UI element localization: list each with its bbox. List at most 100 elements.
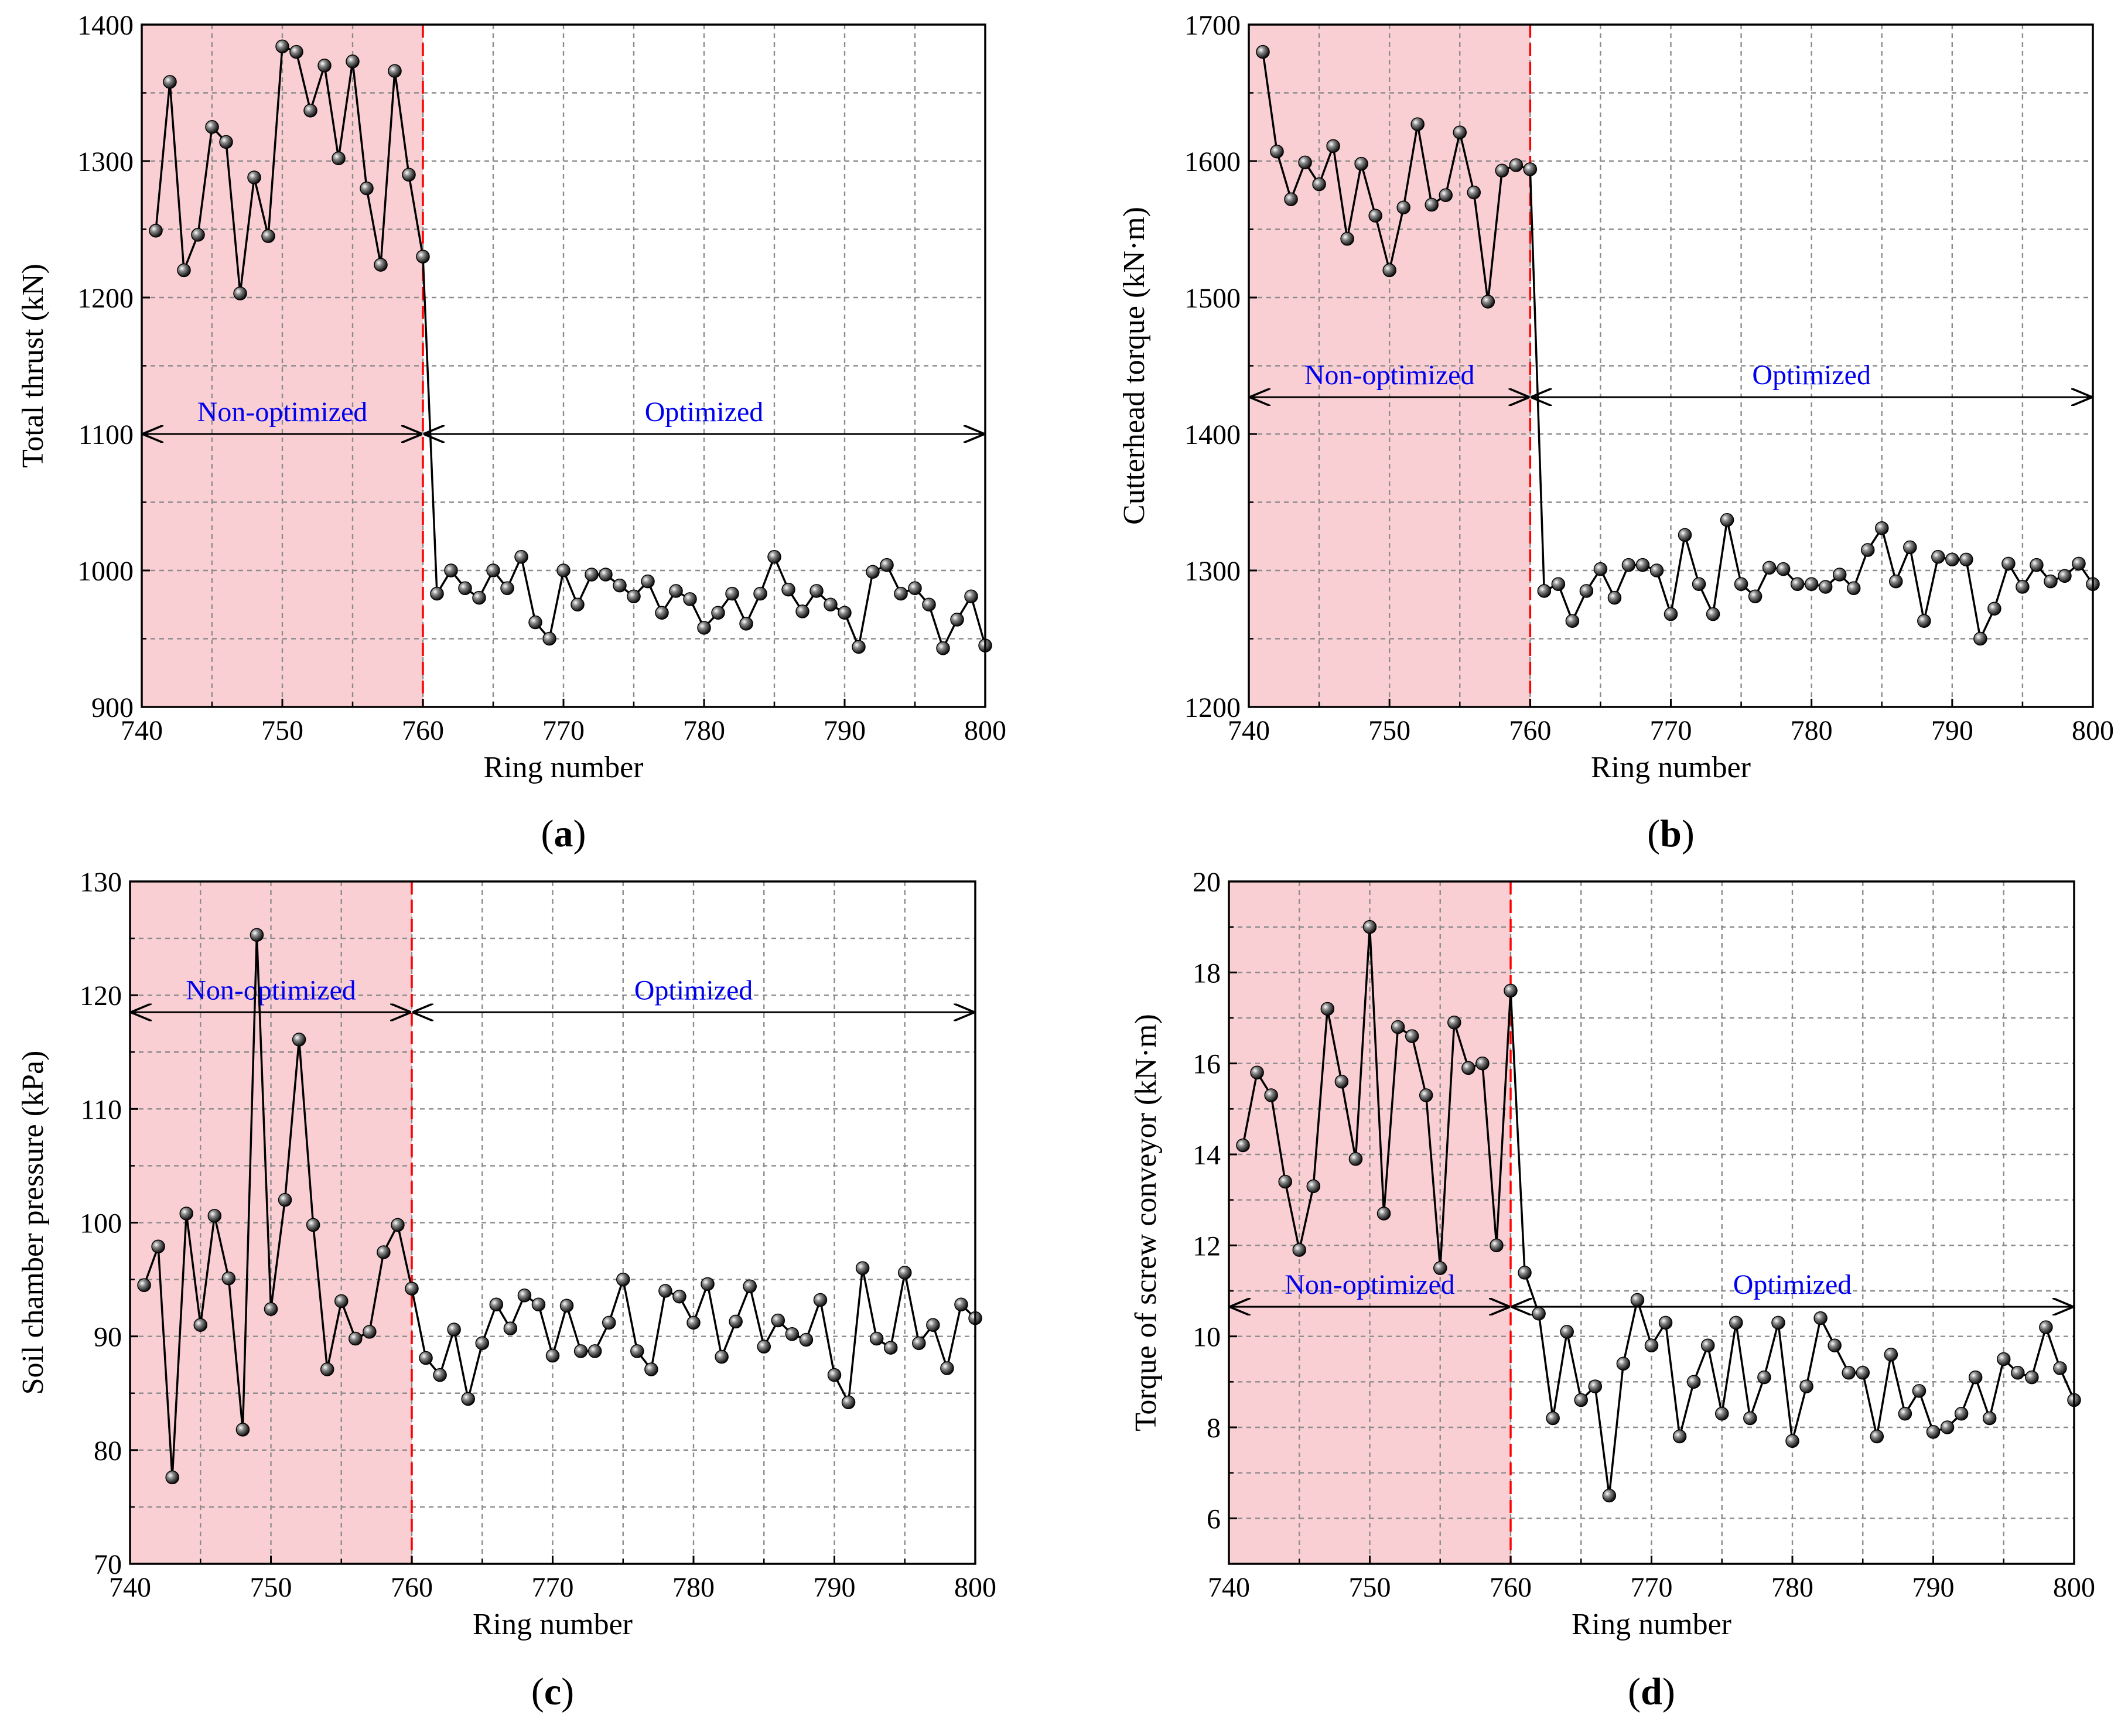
data-point (2030, 558, 2044, 572)
y-tick-label: 130 (80, 867, 122, 898)
data-point (556, 563, 571, 577)
data-point (729, 1314, 743, 1329)
data-point (686, 1315, 701, 1330)
data-point (1509, 158, 1524, 172)
data-point (898, 1266, 912, 1280)
data-point (1700, 1338, 1715, 1352)
y-tick-label: 1300 (1184, 556, 1241, 587)
data-point (1523, 162, 1538, 176)
data-point (627, 589, 641, 604)
data-point (1973, 631, 1987, 646)
optimized-label: Optimized (1733, 1269, 1852, 1300)
data-point (1771, 1315, 1785, 1330)
data-point (278, 1192, 292, 1207)
data-point (1396, 200, 1410, 214)
data-point (616, 1272, 630, 1287)
data-point (757, 1339, 771, 1354)
data-point (1912, 1384, 1927, 1398)
data-point (517, 1289, 532, 1303)
x-tick-label: 780 (1791, 715, 1833, 746)
data-point (1982, 1411, 1997, 1426)
data-point (1551, 577, 1566, 592)
data-point (753, 586, 767, 601)
data-point (869, 1331, 884, 1346)
grid (1229, 881, 2074, 1564)
data-point (430, 586, 444, 601)
data-point (1292, 1243, 1306, 1257)
data-point (602, 1315, 616, 1330)
data-point (377, 1245, 391, 1259)
y-tick-label: 1300 (77, 146, 134, 177)
data-point (1856, 1366, 1870, 1380)
data-point (1368, 209, 1382, 223)
data-point (1644, 1338, 1659, 1352)
data-point (1565, 614, 1580, 628)
data-point (1574, 1393, 1588, 1407)
data-point (1481, 295, 1495, 309)
data-point (1340, 232, 1354, 246)
x-tick-label: 740 (1228, 715, 1270, 746)
data-point (715, 1349, 729, 1364)
data-point (630, 1344, 644, 1358)
data-point (926, 1318, 940, 1332)
data-point (587, 1344, 602, 1358)
data-point (655, 606, 669, 620)
data-point (1870, 1429, 1884, 1444)
data-point (1453, 125, 1467, 139)
data-point (894, 586, 908, 601)
data-point (1334, 1074, 1349, 1089)
data-point (402, 168, 416, 182)
data-point (503, 1321, 518, 1335)
data-point (1419, 1088, 1433, 1102)
panel-caption: (c) (531, 1670, 574, 1713)
data-point (809, 584, 824, 598)
data-point (2053, 1361, 2067, 1375)
data-point (2039, 1320, 2053, 1334)
data-point (1898, 1406, 1912, 1421)
y-axis-title: Soil chamber pressure (kPa) (16, 1051, 50, 1395)
data-point (514, 549, 528, 564)
y-tick-label: 6 (1207, 1503, 1221, 1535)
data-point (771, 1313, 785, 1328)
data-point (1678, 528, 1692, 542)
data-point (1954, 1406, 1969, 1421)
data-point (163, 75, 177, 89)
data-point (193, 1318, 207, 1332)
x-tick-label: 760 (1509, 715, 1551, 746)
optimized-label: Optimized (634, 975, 753, 1006)
data-point (1410, 117, 1425, 131)
y-tick-label: 90 (94, 1322, 122, 1353)
caption-paren-open: ( (1647, 812, 1660, 855)
data-point (1649, 563, 1664, 577)
data-point (1391, 1020, 1405, 1034)
data-point (697, 621, 711, 635)
y-tick-label: 1600 (1184, 146, 1241, 177)
data-point (489, 1297, 504, 1312)
data-point (573, 1344, 588, 1358)
data-point (1729, 1315, 1743, 1330)
data-point (672, 1289, 686, 1304)
data-point (1884, 1347, 1898, 1362)
data-point (1467, 185, 1481, 200)
data-point (289, 45, 303, 59)
data-point (2058, 569, 2072, 583)
data-point (1250, 1065, 1264, 1079)
y-tick-label: 80 (94, 1436, 122, 1467)
data-point (880, 558, 894, 572)
optimized-label: Optimized (645, 397, 764, 428)
data-point (486, 563, 500, 577)
data-point (275, 39, 289, 54)
data-point (1490, 1238, 1504, 1253)
data-point (1686, 1375, 1701, 1389)
data-point (545, 1348, 560, 1363)
data-point (1518, 1266, 1532, 1280)
data-point (1504, 983, 1518, 998)
data-point (1326, 139, 1340, 153)
data-point (1278, 1174, 1292, 1189)
x-tick-label: 760 (1490, 1572, 1532, 1603)
x-tick-label: 750 (1368, 715, 1410, 746)
x-tick-label: 790 (824, 715, 866, 746)
data-point (1889, 574, 1903, 589)
x-tick-label: 770 (542, 715, 585, 746)
panel-b: Non-optimized Optimized 740 750 760 770 780 790… (1118, 10, 2114, 855)
